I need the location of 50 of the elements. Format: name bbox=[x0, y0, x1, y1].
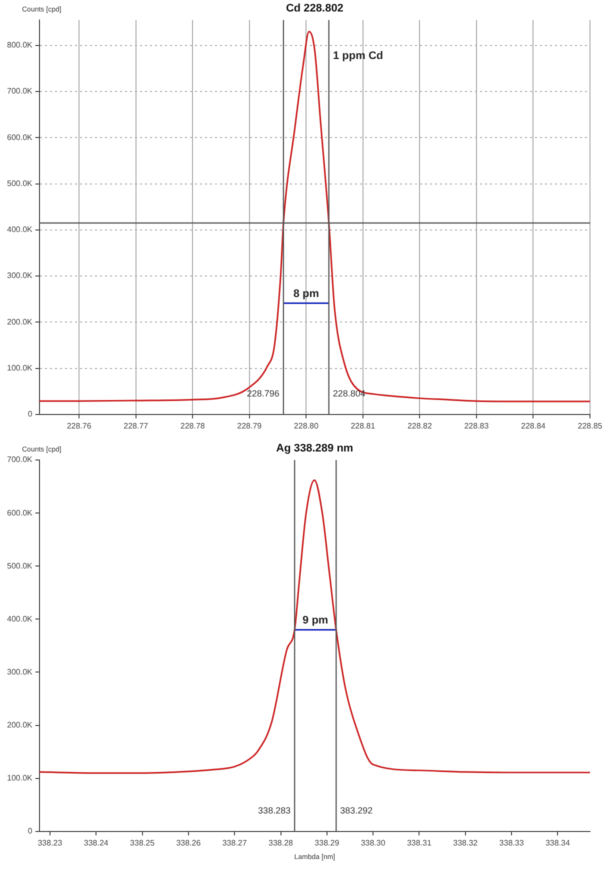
ref-line-label: 228.804 bbox=[332, 388, 366, 398]
y-tick-label: 300.0K bbox=[6, 271, 34, 280]
x-tick-label: 228.76 bbox=[66, 421, 92, 430]
y-tick-label: 100.0K bbox=[6, 774, 34, 783]
x-tick-label: 338.27 bbox=[222, 838, 248, 848]
x-tick-label: 338.29 bbox=[314, 838, 340, 848]
y-tick-label: 400.0K bbox=[6, 614, 34, 624]
x-tick-label: 228.81 bbox=[350, 421, 376, 430]
y-tick-label: 800.0K bbox=[6, 40, 34, 50]
x-tick-label: 338.26 bbox=[176, 838, 202, 848]
y-tick-label: 200.0K bbox=[6, 317, 34, 326]
x-tick-label: 228.80 bbox=[294, 421, 319, 430]
x-tick-label: 338.25 bbox=[130, 838, 156, 848]
x-tick-label: 338.23 bbox=[38, 838, 63, 848]
x-tick-label: 228.85 bbox=[578, 421, 603, 430]
x-tick-label: 228.77 bbox=[124, 421, 149, 430]
x-tick-label: 228.78 bbox=[180, 421, 206, 430]
x-tick-label: 228.84 bbox=[521, 421, 546, 430]
chart-title: Ag 338.289 nm bbox=[276, 442, 354, 455]
y-tick-label: 500.0K bbox=[6, 178, 34, 188]
y-tick-label: 700.0K bbox=[6, 86, 34, 96]
y-tick-label: 400.0K bbox=[6, 225, 34, 234]
y-tick-label: 0 bbox=[28, 410, 33, 419]
x-tick-label: 228.79 bbox=[237, 421, 262, 430]
x-tick-label: 228.82 bbox=[407, 421, 432, 430]
y-tick-label: 600.0K bbox=[6, 508, 34, 518]
line-series bbox=[39, 479, 590, 774]
y-tick-label: 100.0K bbox=[6, 363, 34, 372]
x-tick-label: 338.33 bbox=[499, 838, 524, 848]
y-tick-label: 500.0K bbox=[6, 561, 34, 570]
x-tick-label: 338.24 bbox=[84, 838, 109, 848]
x-tick-label: 338.30 bbox=[360, 838, 386, 848]
x-tick-label: 338.32 bbox=[453, 838, 478, 848]
x-tick-label: 228.83 bbox=[464, 421, 490, 430]
ref-line-label: 228.796 bbox=[246, 388, 280, 398]
line-series bbox=[39, 30, 590, 402]
ref-line-label: 338.283 bbox=[258, 805, 291, 816]
x-tick-label: 338.34 bbox=[545, 838, 570, 848]
y-tick-label: 700.0K bbox=[6, 455, 34, 464]
x-tick-label: 338.28 bbox=[268, 838, 294, 848]
x-tick-label: 338.31 bbox=[406, 838, 432, 848]
annotation: 383.292 bbox=[340, 805, 373, 816]
y-tick-label: 600.0K bbox=[6, 132, 34, 142]
annotation: 9 pm bbox=[302, 614, 328, 626]
y-tick-label: 200.0K bbox=[6, 720, 34, 730]
chart-title: Cd 228.802 bbox=[286, 2, 344, 15]
y-tick-label: 0 bbox=[28, 826, 33, 836]
y-tick-label: 300.0K bbox=[6, 667, 34, 676]
annotation: 8 pm bbox=[293, 288, 320, 300]
annotation: 1 ppm Cd bbox=[333, 50, 384, 62]
